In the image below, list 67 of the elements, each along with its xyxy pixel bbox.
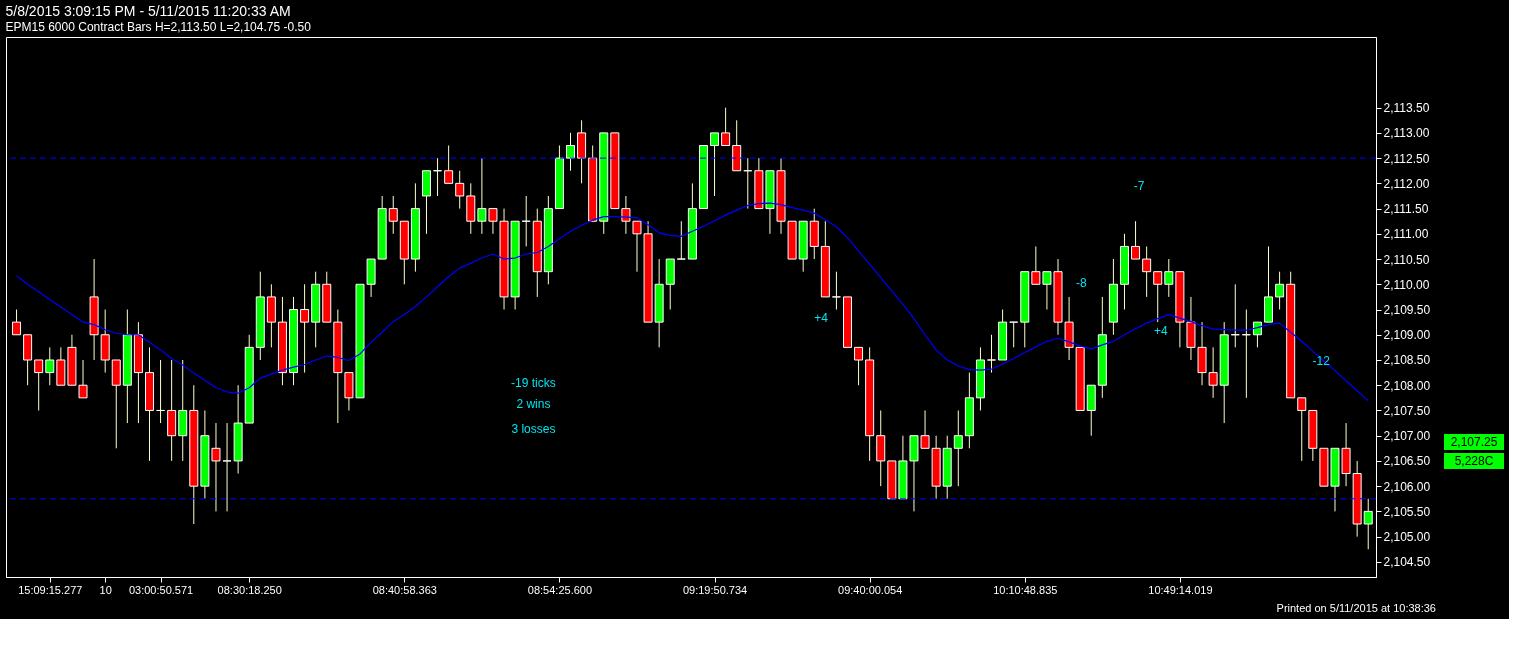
- text: 5,228C: [1454, 453, 1494, 468]
- x-tick-label: 08:30:18.250: [217, 583, 282, 596]
- candlestick: [1252, 321, 1262, 348]
- candlestick: [45, 346, 55, 386]
- annotation: 2 wins: [516, 397, 551, 412]
- candlestick: [34, 359, 44, 411]
- annotation: +4: [814, 310, 829, 325]
- y-tick-label: 2,112.00: [1383, 176, 1430, 191]
- candlestick: [444, 145, 454, 184]
- annotation: +4: [1154, 324, 1169, 339]
- x-tick-label: 10: [99, 583, 112, 596]
- candlestick: [222, 422, 232, 512]
- y-tick-label: 2,110.00: [1383, 277, 1430, 292]
- candlestick: [1275, 271, 1285, 311]
- x-tick-label: 10:10:48.835: [993, 583, 1058, 596]
- y-tick-label: 2,107.50: [1383, 403, 1431, 418]
- chart-subtitle: EPM15 6000 Contract Bars H=2,113.50 L=2,104.75 -0.50: [5, 20, 312, 34]
- y-tick-label: 2,106.50: [1383, 454, 1431, 469]
- y-tick-label: 2,107.00: [1383, 429, 1431, 444]
- y-tick-label: 2,106.00: [1383, 479, 1431, 494]
- y-tick-label: 2,105.00: [1383, 530, 1431, 545]
- y-tick-label: 2,109.00: [1383, 328, 1431, 343]
- y-tick-label: 2,113.50: [1383, 101, 1430, 116]
- x-tick-label: 08:40:58.363: [372, 583, 437, 596]
- x-tick-label: 10:49:14.019: [1148, 583, 1213, 596]
- candlestick: [710, 132, 720, 197]
- candlestick: [987, 334, 997, 374]
- y-tick-label: 2,108.50: [1383, 353, 1431, 368]
- y-tick-label: 2,112.50: [1383, 151, 1430, 166]
- y-tick-label: 2,104.50: [1383, 555, 1431, 570]
- chart-title: 5/8/2015 3:09:15 PM - 5/11/2015 11:20:33 AM: [5, 3, 291, 19]
- candlestick: [388, 195, 398, 235]
- y-tick-label: 2,105.50: [1383, 504, 1431, 519]
- candlestick: [455, 170, 465, 210]
- x-tick-label: 03:00:50.571: [128, 583, 194, 596]
- candlestick: [831, 271, 841, 311]
- candlestick: [676, 220, 686, 260]
- x-tick-label: 08:54:25.600: [527, 583, 593, 596]
- candlestick: [721, 107, 731, 146]
- candlestick: [1153, 271, 1163, 323]
- candlestick: [1297, 397, 1307, 462]
- candlestick: [854, 346, 864, 386]
- candlestick: [1142, 245, 1152, 298]
- candlestick: [1031, 245, 1041, 285]
- x-tick-label: 09:19:50.734: [682, 583, 748, 596]
- y-tick-label: 2,111.50: [1383, 202, 1429, 217]
- y-tick-label: 2,110.50: [1383, 252, 1430, 267]
- candlestick: [1009, 321, 1019, 348]
- y-tick-label: 2,108.00: [1383, 378, 1431, 393]
- x-tick-label: 15:09:15.277: [18, 583, 83, 596]
- y-tick-label: 2,109.50: [1383, 303, 1431, 318]
- candlestick: [953, 409, 963, 487]
- annotation: 3 losses: [511, 421, 556, 436]
- y-tick-label: 2,113.00: [1383, 126, 1430, 141]
- text: Printed on 5/11/2015 at 10:38:36: [1276, 602, 1436, 614]
- y-tick-label: 2,111.00: [1383, 227, 1429, 242]
- candlestick: [1363, 498, 1373, 550]
- annotation: -7: [1133, 178, 1145, 193]
- candlestick: [1131, 220, 1141, 260]
- candlestick: [300, 283, 310, 374]
- candlestick: [1164, 258, 1174, 298]
- annotation: -8: [1076, 275, 1088, 290]
- annotation: -19 ticks: [511, 375, 556, 390]
- x-tick-label: 09:40:00.054: [838, 583, 903, 596]
- candlestick: [566, 132, 576, 172]
- candlestick: [12, 309, 22, 336]
- text: 2,107.25: [1450, 435, 1498, 449]
